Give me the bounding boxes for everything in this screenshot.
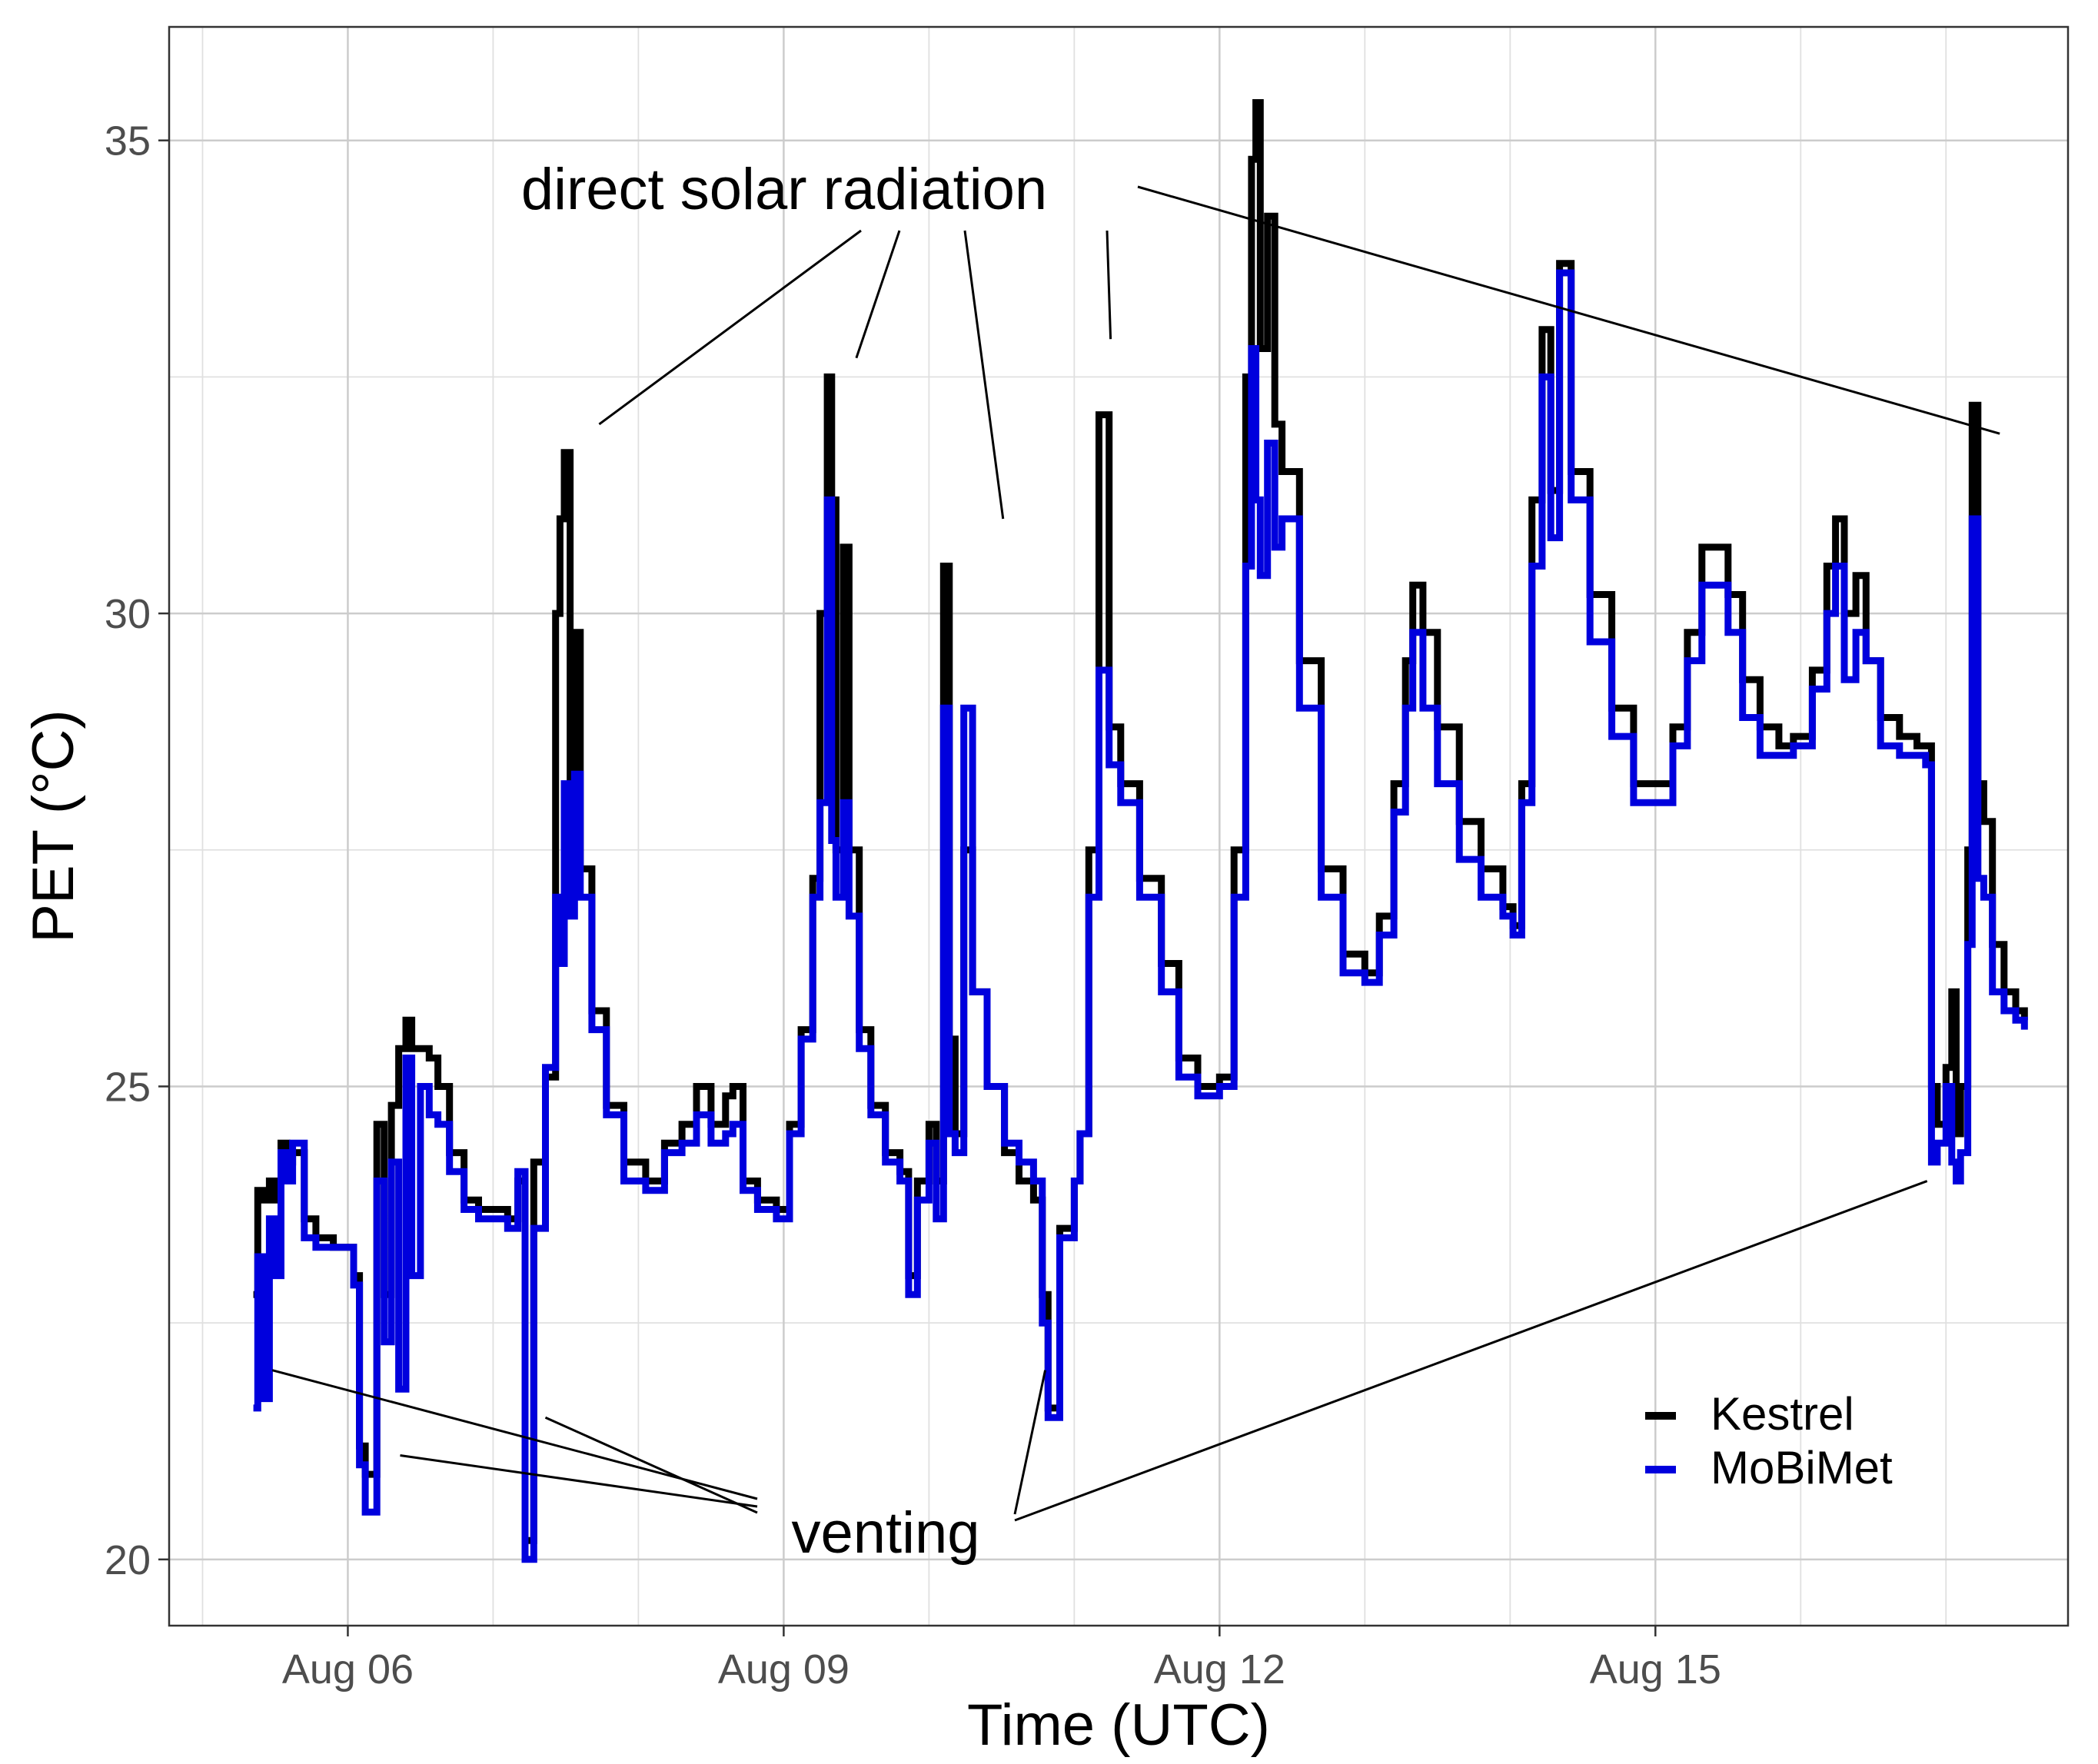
y-axis-title: PET (°C)	[21, 709, 86, 942]
grid	[169, 27, 2068, 1626]
leader-line-venting	[400, 1453, 758, 1508]
x-tick-label: Aug 09	[718, 1646, 850, 1693]
series-line-mobimet	[253, 269, 2028, 1563]
y-tick-label: 30	[105, 591, 151, 637]
y-tick-label: 25	[105, 1064, 151, 1110]
leader-line-venting	[544, 1416, 758, 1514]
x-tick-label: Aug 12	[1154, 1646, 1285, 1693]
legend: Kestrel MoBiMet	[1645, 1388, 1893, 1493]
leader-line-solar	[855, 230, 901, 359]
series-layer	[253, 99, 2028, 1563]
leader-line-venting	[1013, 1370, 1047, 1515]
y-tick-label: 20	[105, 1537, 151, 1583]
annotation-direct-solar-radiation: direct solar radiation	[521, 157, 1047, 222]
leader-line-solar	[598, 229, 862, 426]
x-tick-label: Aug 06	[282, 1646, 414, 1693]
legend-label-kestrel: Kestrel	[1711, 1388, 1854, 1440]
x-tick-label: Aug 15	[1590, 1646, 1721, 1693]
legend-label-mobimet: MoBiMet	[1711, 1442, 1893, 1493]
annotations: direct solar radiation venting	[271, 157, 2000, 1566]
leader-line-solar	[1137, 185, 2000, 435]
leader-line-solar	[963, 230, 1005, 520]
y-axis-ticks: 20 25 30 35	[105, 118, 169, 1583]
y-tick-label: 35	[105, 118, 151, 164]
annotation-venting: venting	[791, 1500, 979, 1566]
x-axis-ticks: Aug 06 Aug 09 Aug 12 Aug 15	[282, 1626, 1721, 1693]
leader-line-solar	[1106, 230, 1112, 340]
x-axis-title: Time (UTC)	[967, 1693, 1270, 1758]
panel-border	[168, 25, 2070, 1627]
leader-line-venting	[1014, 1180, 1928, 1522]
